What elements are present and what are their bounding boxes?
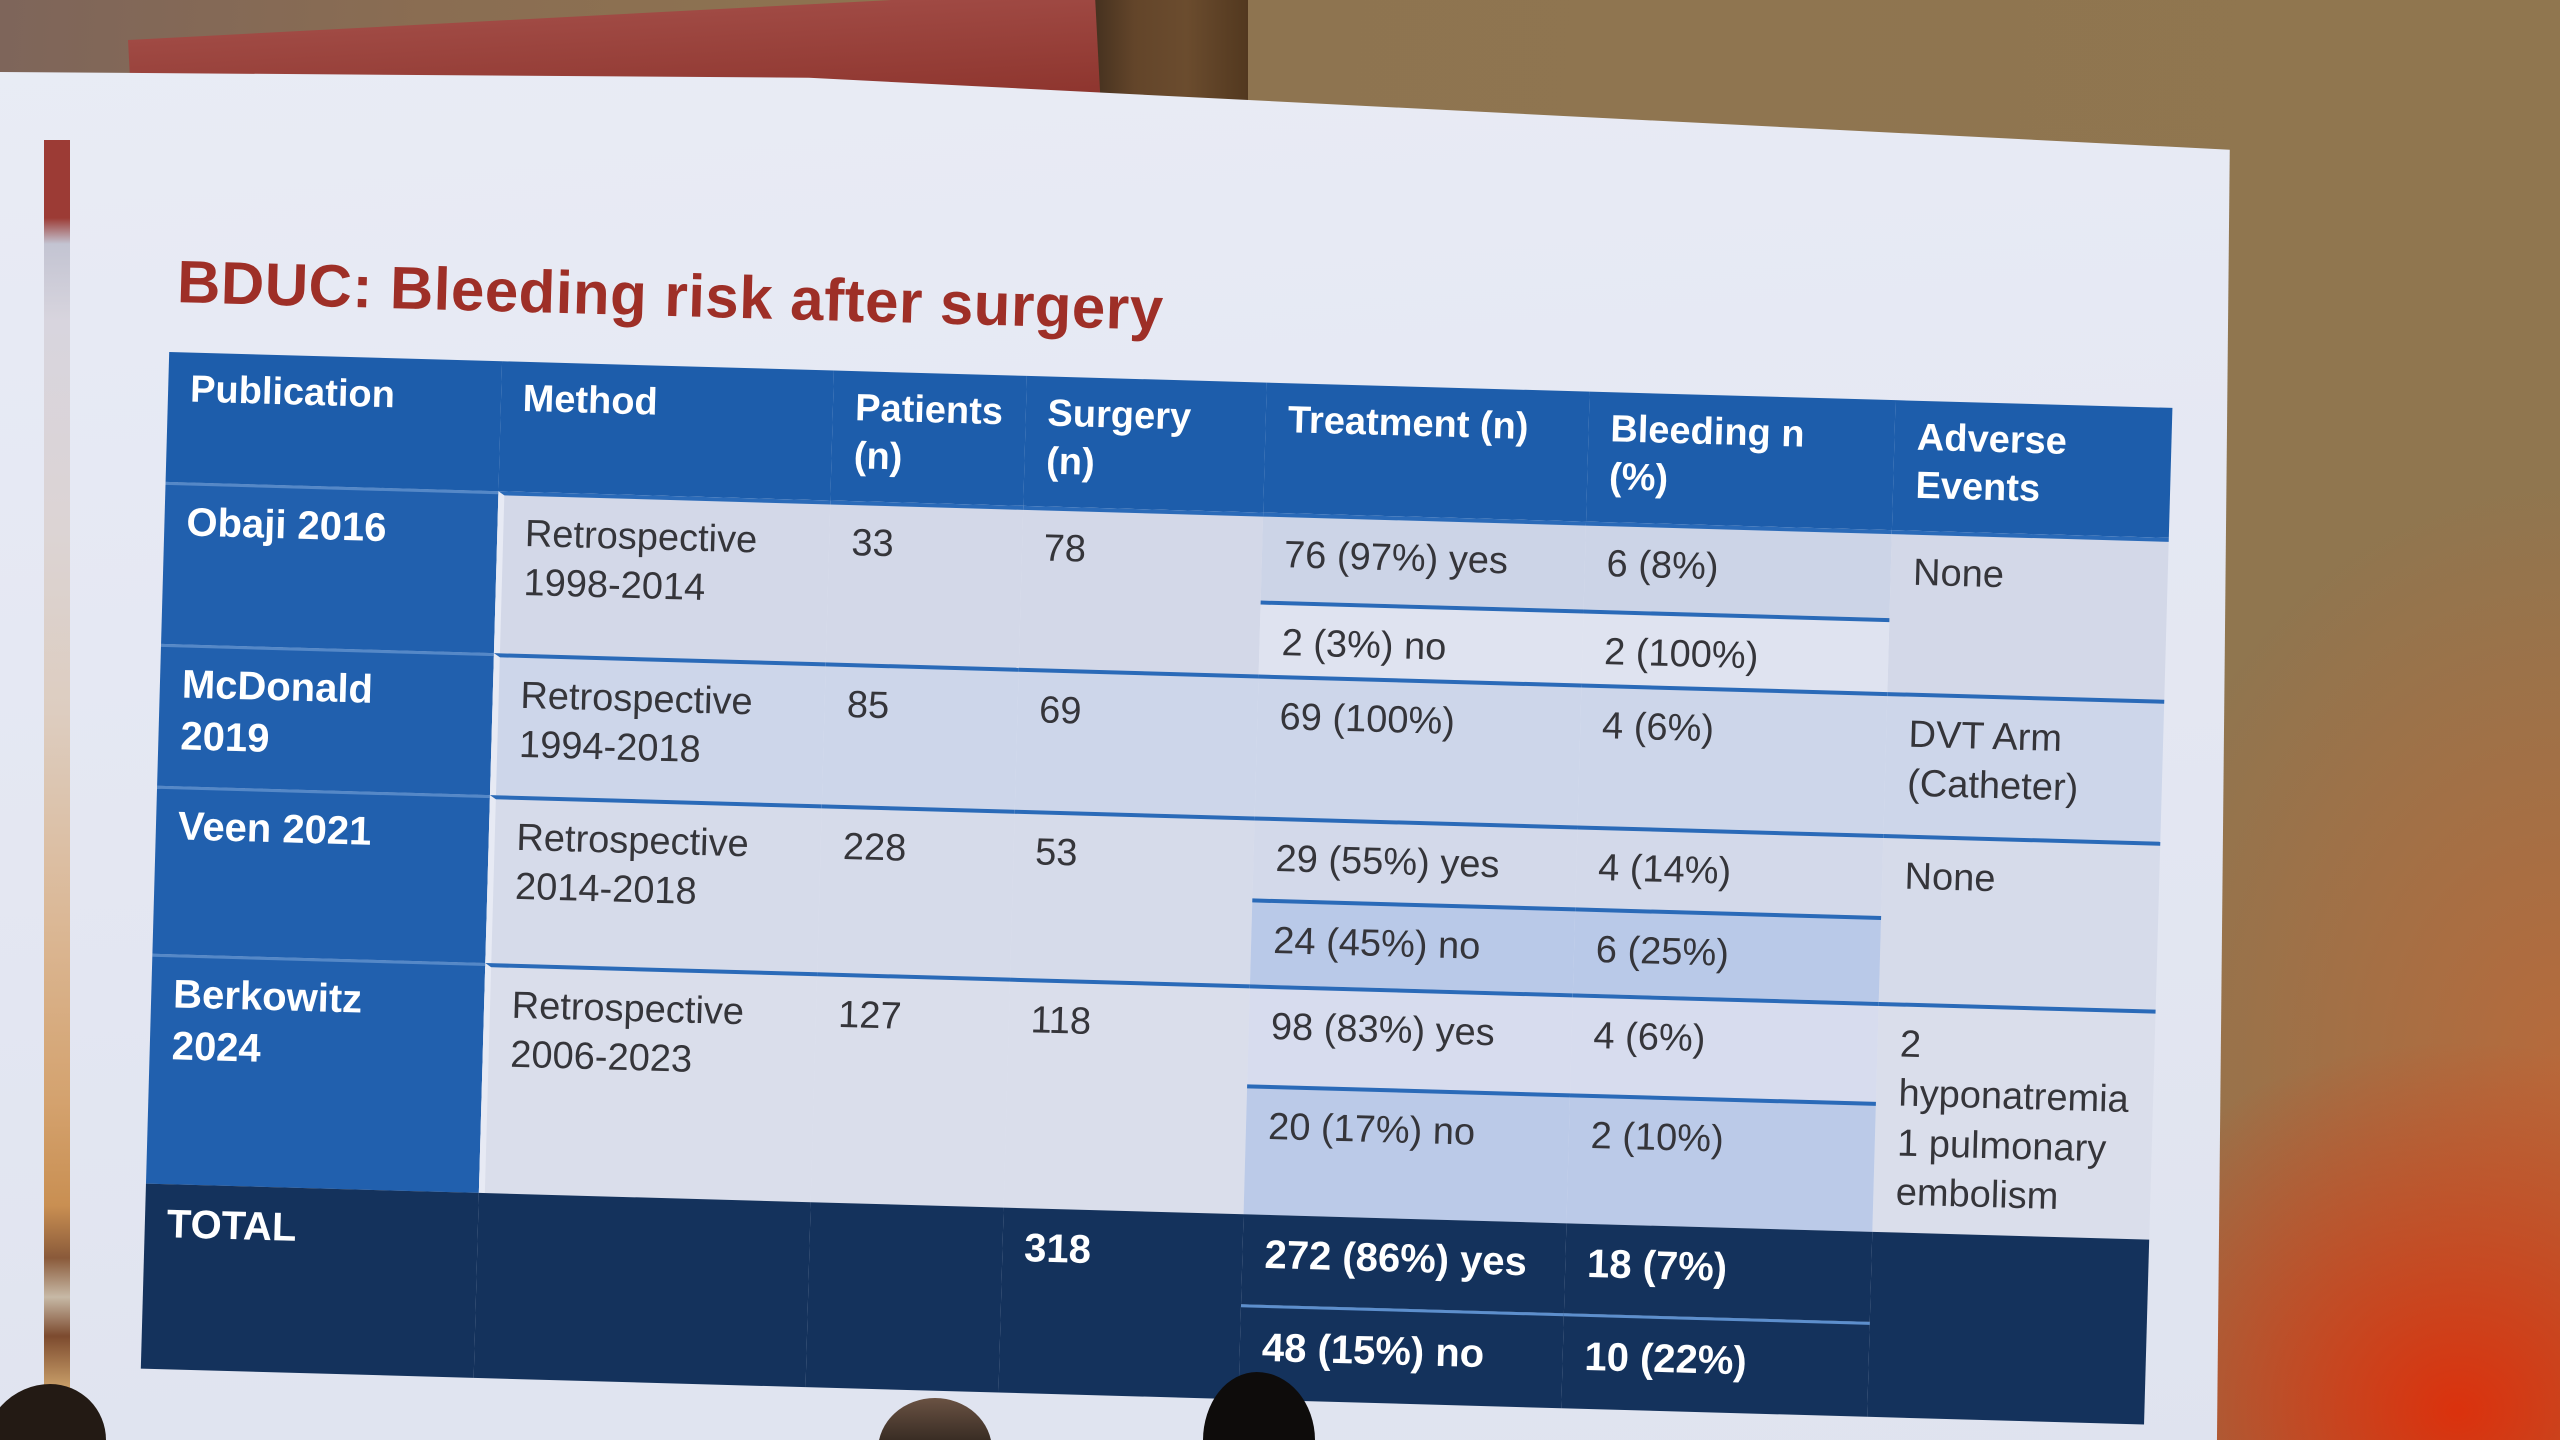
adjacent-screen-edge: [44, 140, 70, 1440]
